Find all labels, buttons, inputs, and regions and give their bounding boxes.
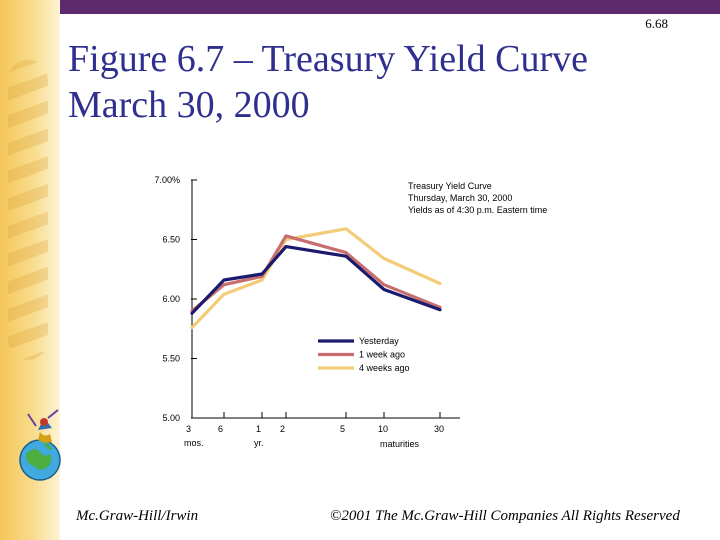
series-line-4-weeks-ago bbox=[190, 227, 442, 330]
chart-legend: Yesterday 1 week ago 4 weeks ago bbox=[318, 336, 410, 373]
y-tick-label: 7.00% bbox=[154, 175, 180, 185]
legend-label: 4 weeks ago bbox=[359, 363, 410, 373]
y-tick-label: 5.00 bbox=[162, 413, 180, 423]
x-axis-label: maturities bbox=[380, 439, 420, 449]
x-tick-sublabel: mos. bbox=[184, 438, 204, 448]
x-tick-label: 6 bbox=[218, 424, 223, 434]
y-tick-label: 6.50 bbox=[162, 235, 180, 245]
legend-label: Yesterday bbox=[359, 336, 399, 346]
series-line-1-week-ago bbox=[190, 234, 442, 313]
x-tick-sublabel: yr. bbox=[254, 438, 264, 448]
y-ticks: 7.00% 6.50 6.00 5.50 5.00 bbox=[154, 175, 197, 423]
slide-title-line-2: March 30, 2000 bbox=[68, 84, 310, 126]
x-tick-label: 5 bbox=[340, 424, 345, 434]
x-tick-label: 2 bbox=[280, 424, 285, 434]
slide-title-line-1: Figure 6.7 – Treasury Yield Curve bbox=[68, 38, 589, 80]
footer-copyright: ©2001 The Mc.Graw-Hill Companies All Rig… bbox=[330, 508, 680, 524]
series-lines bbox=[190, 227, 442, 330]
chart-subtitle-line-1: Thursday, March 30, 2000 bbox=[408, 193, 512, 203]
top-accent-bar bbox=[60, 0, 720, 14]
x-tick-label: 10 bbox=[378, 424, 388, 434]
slide-title: Figure 6.7 – Treasury Yield Curve March … bbox=[68, 36, 688, 128]
slide-number: 6.68 bbox=[645, 16, 668, 31]
y-tick-label: 6.00 bbox=[162, 294, 180, 304]
chart-subtitle-line-2: Yields as of 4:30 p.m. Eastern time bbox=[408, 205, 547, 215]
x-tick-label: 30 bbox=[434, 424, 444, 434]
x-ticks: 3 mos. 6 1 yr. 2 5 10 30 bbox=[184, 412, 444, 448]
series-line-yesterday bbox=[190, 245, 442, 315]
y-tick-label: 5.50 bbox=[162, 354, 180, 364]
globe-figure-icon bbox=[19, 409, 61, 481]
legend-label: 1 week ago bbox=[359, 350, 405, 360]
footer-publisher: Mc.Graw-Hill/Irwin bbox=[76, 508, 199, 524]
x-tick-label: 3 bbox=[186, 424, 191, 434]
chart-title: Treasury Yield Curve bbox=[408, 181, 492, 191]
x-tick-label: 1 bbox=[256, 424, 261, 434]
